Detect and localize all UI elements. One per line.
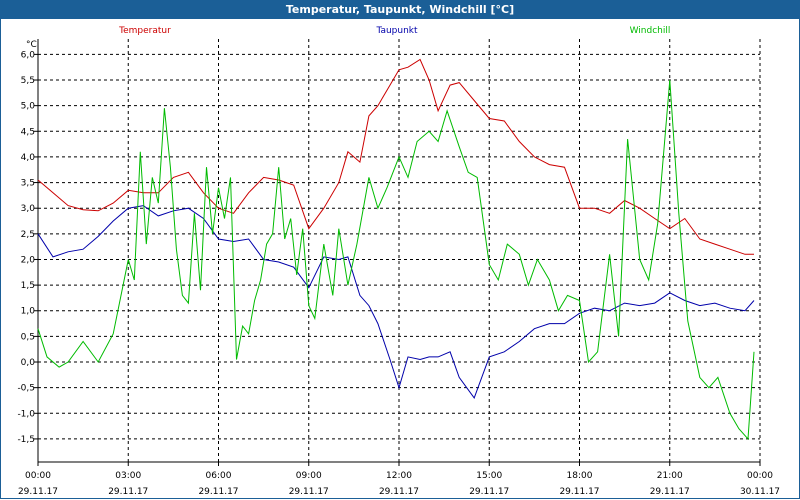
y-tick-label: 1,0: [21, 307, 36, 317]
x-tick-date-label: 29.11.17: [198, 487, 238, 497]
y-tick-label: 3,0: [21, 204, 36, 214]
series-line-temperatur: [37, 58, 754, 255]
x-tick-time-label: 12:00: [386, 471, 412, 481]
x-tick-date-label: 30.11.17: [740, 487, 780, 497]
series-line-windchill: [37, 79, 755, 441]
y-tick-label: -0,5: [17, 384, 35, 394]
y-tick-label: 0,5: [21, 332, 35, 342]
y-unit-label: °C: [26, 40, 37, 50]
x-tick-date-label: 29.11.17: [379, 487, 419, 497]
legend: Temperatur Taupunkt Windchill: [118, 26, 670, 36]
x-tick-time-label: 06:00: [206, 471, 232, 481]
y-tick-label: 5,0: [21, 102, 36, 112]
series-lines: [37, 58, 755, 441]
y-tick-label: 4,5: [21, 127, 35, 137]
x-tick-time-label: 03:00: [115, 471, 141, 481]
y-tick-label: 4,0: [21, 153, 36, 163]
x-tick-date-label: 29.11.17: [18, 487, 58, 497]
series-line-taupunkt: [37, 205, 755, 399]
window-title: Temperatur, Taupunkt, Windchill [°C]: [0, 0, 800, 19]
x-tick-time-label: 21:00: [657, 471, 683, 481]
x-tick-time-label: 18:00: [567, 471, 593, 481]
x-tick-time-label: 00:00: [747, 471, 773, 481]
x-tick-time-label: 09:00: [296, 471, 322, 481]
x-tick-date-label: 29.11.17: [108, 487, 148, 497]
y-tick-label: 2,0: [21, 255, 36, 265]
x-tick-date-label: 29.11.17: [469, 487, 509, 497]
grid: [37, 39, 761, 462]
x-tick-date-label: 29.11.17: [289, 487, 329, 497]
y-tick-label: 5,5: [21, 76, 35, 86]
axes: -1,5 -1,0 -0,5 0,0 0,5 1,0 1,5 2,0 2,5 3,0 3,5 4,0 4…: [17, 39, 780, 497]
y-tick-label: 6,0: [21, 50, 36, 60]
y-tick-label: -1,5: [17, 435, 35, 445]
y-tick-label: 1,5: [21, 281, 35, 291]
legend-windchill: Windchill: [630, 26, 671, 36]
y-tick-label: 0,0: [21, 358, 36, 368]
legend-taupunkt: Taupunkt: [375, 26, 418, 36]
x-tick-date-label: 29.11.17: [650, 487, 690, 497]
y-tick-label: -1,0: [17, 409, 35, 419]
x-tick-date-label: 29.11.17: [559, 487, 599, 497]
y-tick-label: 2,5: [21, 230, 35, 240]
x-tick-time-label: 15:00: [476, 471, 502, 481]
legend-temperatur: Temperatur: [118, 26, 171, 36]
x-tick-time-label: 00:00: [25, 471, 51, 481]
y-tick-label: 3,5: [21, 179, 35, 189]
